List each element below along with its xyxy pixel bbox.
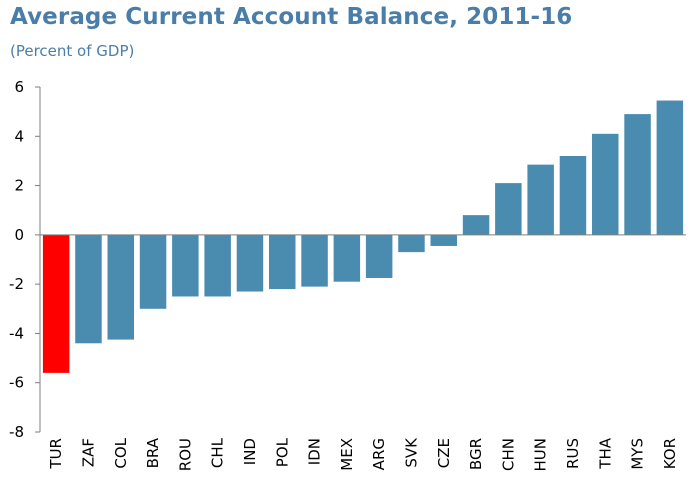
bar-hun [527, 164, 554, 235]
x-tick-label-bra: BRA [144, 437, 162, 468]
bar-zaf [75, 234, 102, 344]
bar-tha [592, 133, 619, 235]
y-tick-label: -2 [9, 275, 24, 293]
x-tick-label-kor: KOR [661, 438, 679, 469]
chart-subtitle: (Percent of GDP) [10, 42, 135, 60]
x-tick-label-rus: RUS [564, 438, 582, 469]
bar-col [107, 234, 134, 340]
chart-title: Average Current Account Balance, 2011-16 [10, 4, 573, 30]
x-tick-label-mys: MYS [629, 438, 647, 470]
bar-cze [430, 234, 457, 246]
bar-rou [172, 234, 199, 297]
x-tick-label-col: COL [112, 437, 130, 468]
x-tick-label-tha: THA [596, 437, 614, 469]
bar-idn [301, 234, 328, 287]
x-tick-label-mex: MEX [338, 438, 356, 471]
x-tick-label-bgr: BGR [467, 438, 485, 470]
y-tick-label: 0 [14, 226, 24, 244]
bar-mex [333, 234, 361, 282]
bar-bgr [462, 215, 490, 235]
x-tick-label-ind: IND [241, 438, 259, 465]
bar-rus [559, 156, 587, 235]
x-tick-label-chn: CHN [499, 438, 517, 471]
bar-svk [398, 234, 425, 253]
x-tick-label-cze: CZE [435, 438, 453, 468]
y-tick-label: -8 [9, 423, 24, 441]
bar-mys [624, 114, 651, 235]
bar-tur [42, 234, 70, 373]
x-tick-label-tur: TUR [47, 438, 65, 470]
y-tick-label: -4 [9, 324, 24, 342]
x-tick-label-rou: ROU [176, 438, 194, 471]
x-tick-label-svk: SVK [402, 437, 420, 468]
bar-kor [656, 100, 684, 235]
x-tick-label-pol: POL [273, 437, 291, 467]
x-tick-label-hun: HUN [532, 438, 550, 471]
y-tick-label: -6 [9, 374, 24, 392]
bar-chn [495, 183, 522, 235]
x-tick-label-arg: ARG [370, 438, 388, 470]
x-tick-label-idn: IDN [306, 438, 324, 465]
y-tick-label: 6 [14, 78, 24, 96]
bar-arg [365, 234, 393, 278]
bar-chl [204, 234, 231, 297]
y-tick-label: 2 [14, 177, 24, 195]
x-tick-label-chl: CHL [209, 437, 227, 468]
y-tick-label: 4 [14, 127, 24, 145]
bar-pol [269, 234, 296, 290]
bar-ind [236, 234, 264, 292]
bar-bra [139, 234, 167, 309]
x-tick-label-zaf: ZAF [79, 438, 97, 467]
